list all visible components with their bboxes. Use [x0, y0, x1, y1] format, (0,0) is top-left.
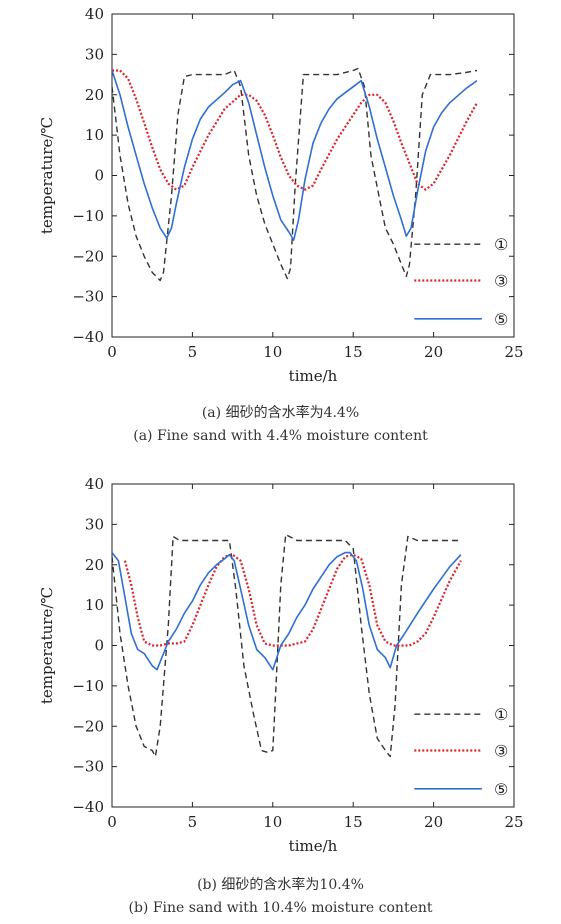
x-tick-label: 5 — [188, 343, 198, 361]
y-tick-label: −10 — [72, 677, 104, 695]
x-tick-label: 10 — [263, 343, 282, 361]
x-tick-label: 20 — [424, 343, 443, 361]
series-line-3 — [112, 551, 462, 671]
y-axis-label: temperature/℃ — [38, 587, 56, 704]
legend-label-3: ⑤ — [494, 780, 508, 799]
x-tick-label: 5 — [188, 813, 198, 831]
y-tick-label: −40 — [72, 798, 104, 816]
y-tick-label: 20 — [85, 556, 104, 574]
legend-label-1: ① — [494, 235, 508, 254]
y-tick-label: 0 — [94, 637, 104, 655]
x-tick-label: 10 — [263, 813, 282, 831]
x-tick-label: 20 — [424, 813, 443, 831]
y-tick-label: −20 — [72, 247, 104, 265]
y-tick-label: 0 — [94, 167, 104, 185]
y-tick-label: −10 — [72, 207, 104, 225]
caption-a-en: (a) Fine sand with 4.4% moisture content — [133, 428, 428, 444]
legend-label-2: ③ — [494, 741, 508, 760]
y-tick-label: −40 — [72, 328, 104, 346]
legend-label-3: ⑤ — [494, 310, 508, 329]
caption-b-en: (b) Fine sand with 10.4% moisture conten… — [128, 900, 433, 916]
y-tick-label: 30 — [85, 515, 104, 533]
caption-a-cn: (a) 细砂的含水率为4.4% — [201, 405, 360, 421]
x-axis-label: time/h — [289, 837, 338, 855]
y-tick-label: 40 — [85, 475, 104, 493]
series-line-3 — [112, 70, 478, 241]
y-tick-label: 20 — [85, 86, 104, 104]
y-tick-label: 10 — [85, 596, 104, 614]
x-tick-label: 25 — [504, 343, 523, 361]
plot-frame — [111, 483, 515, 808]
series-line-2 — [123, 553, 462, 647]
series-line-1 — [112, 67, 478, 282]
x-tick-label: 15 — [344, 343, 363, 361]
plot-frame — [111, 13, 515, 338]
caption-b-cn: (b) 细砂的含水率为10.4% — [197, 877, 364, 893]
y-tick-label: −30 — [72, 288, 104, 306]
y-tick-label: −30 — [72, 758, 104, 776]
chart-b-svg: 0 5 10 15 20 25 −40 −30 −20 −10 0 10 20 30 40 time/h tem… — [38, 475, 524, 855]
y-axis-label: temperature/℃ — [38, 117, 56, 234]
legend-label-2: ③ — [494, 271, 508, 290]
legend-label-1: ① — [494, 705, 508, 724]
x-axis-label: time/h — [289, 367, 338, 385]
x-tick-label: 25 — [504, 813, 523, 831]
x-tick-label: 0 — [107, 343, 117, 361]
x-tick-label: 0 — [107, 813, 117, 831]
chart-panel-a: 0 5 10 15 20 25 −40 −30 −20 −10 0 10 20 30 40 time/h tem… — [38, 5, 524, 444]
series-line-2 — [112, 69, 478, 191]
y-tick-label: 30 — [85, 45, 104, 63]
series-line-1 — [112, 533, 461, 758]
chart-a-svg: 0 5 10 15 20 25 −40 −30 −20 −10 0 10 20 30 40 time/h tem… — [38, 5, 524, 385]
y-tick-label: 10 — [85, 126, 104, 144]
y-tick-label: 40 — [85, 5, 104, 23]
y-tick-label: −20 — [72, 717, 104, 735]
chart-panel-b: 0 5 10 15 20 25 −40 −30 −20 −10 0 10 20 30 40 time/h tem… — [0, 470, 561, 924]
x-tick-label: 15 — [344, 813, 363, 831]
